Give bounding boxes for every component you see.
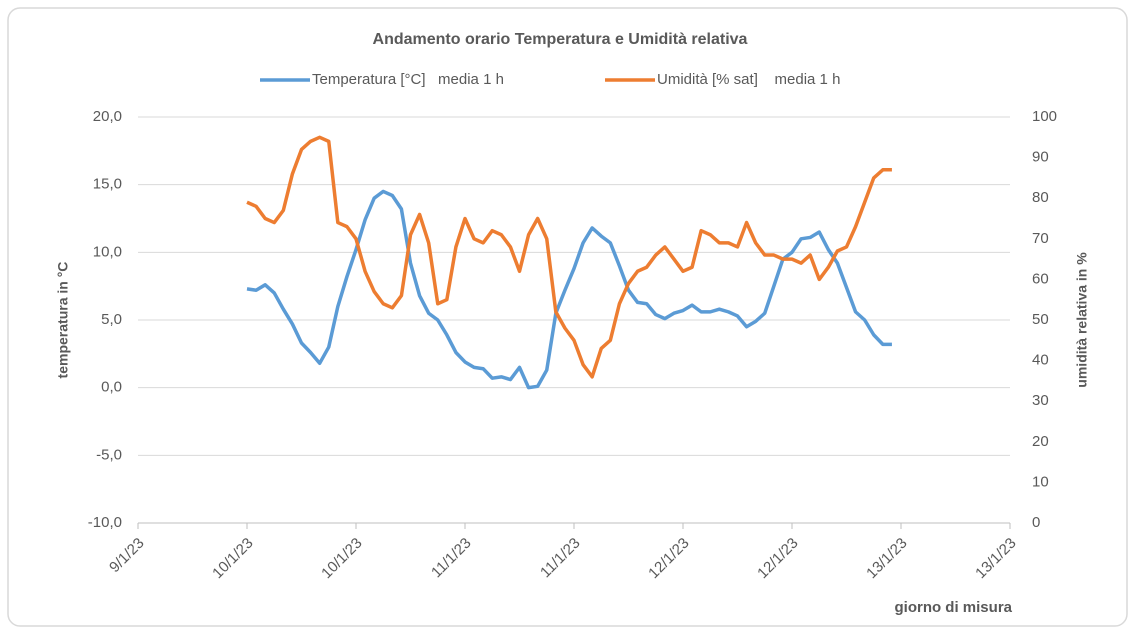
y2-tick-label: 80 xyxy=(1032,189,1049,206)
chart-frame xyxy=(7,7,1128,627)
y2-tick-label: 90 xyxy=(1032,149,1049,166)
x-axis-title: giorno di misura xyxy=(894,599,1012,616)
y2-tick-label: 100 xyxy=(1032,108,1057,125)
y-tick-label: 20,0 xyxy=(93,108,122,125)
y2-tick-label: 30 xyxy=(1032,392,1049,409)
y2-tick-label: 60 xyxy=(1032,270,1049,287)
y-tick-label: -10,0 xyxy=(88,514,122,531)
series-line xyxy=(246,135,892,379)
y-tick-label: 15,0 xyxy=(93,176,122,193)
y2-tick-label: 50 xyxy=(1032,311,1049,328)
y2-tick-label: 20 xyxy=(1032,433,1049,450)
y-tick-label: -5,0 xyxy=(96,446,122,463)
legend-label: Temperatura [°C] media 1 h xyxy=(312,71,504,88)
y-tick-label: 10,0 xyxy=(93,243,122,260)
chart-title: Andamento orario Temperatura e Umidità r… xyxy=(373,31,748,48)
y-tick-label: 0,0 xyxy=(101,379,122,396)
y2-tick-label: 0 xyxy=(1032,514,1040,531)
y-axis-title: temperatura in °C xyxy=(55,262,71,379)
y2-tick-label: 10 xyxy=(1032,473,1049,490)
y2-tick-label: 70 xyxy=(1032,230,1049,247)
y2-tick-label: 40 xyxy=(1032,352,1049,369)
legend-label: Umidità [% sat] media 1 h xyxy=(657,71,840,88)
y-tick-label: 5,0 xyxy=(101,311,122,328)
y2-axis-title: umidità relativa in % xyxy=(1074,252,1090,388)
